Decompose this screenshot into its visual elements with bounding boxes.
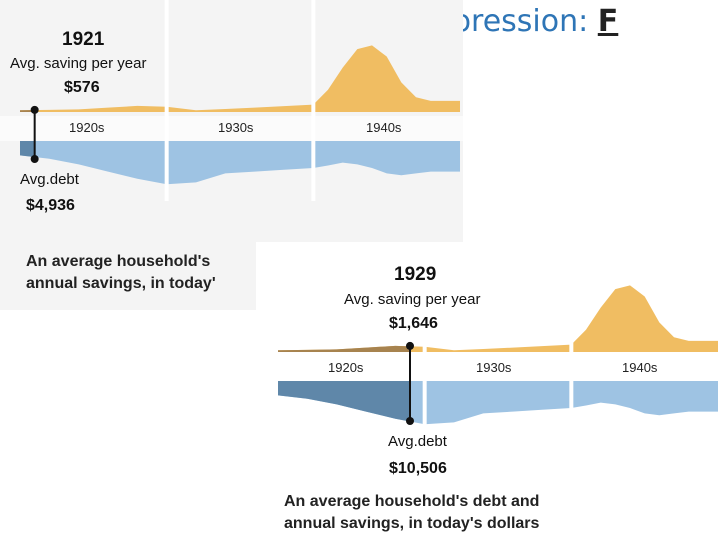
savings-area [20,45,460,112]
caption-line-1: An average household's debt and [284,493,540,510]
highlight-debt-point [30,155,39,163]
saving-value: $1,646 [389,315,438,332]
caption-line-1: An average household's [26,253,211,270]
debt-area-past [278,381,410,422]
chart-panel-1929: 1929 Avg. saving per year $1,646 1920s 1… [256,242,720,540]
decade-label-1920s: 1920s [69,120,105,135]
decade-label-1920s: 1920s [328,360,364,375]
debt-area-past [20,141,35,158]
slide-title-emphasis: F [597,4,619,39]
caption-line-2: annual savings, in today' [26,275,216,292]
saving-value: $576 [64,79,100,96]
debt-value: $10,506 [389,460,447,477]
savings-area-past [278,345,410,352]
debt-label: Avg.debt [20,171,79,188]
slide-title: pression: F [452,4,618,39]
decade-divider-1940 [569,242,574,441]
saving-label: Avg. saving per year [10,55,147,72]
decade-divider-1940 [311,0,316,201]
highlight-debt-point [406,417,414,425]
decade-label-1940s: 1940s [622,360,658,375]
caption-line-2: annual savings, in today's dollars [284,515,540,532]
chart-svg [0,0,463,201]
decade-label-1930s: 1930s [476,360,512,375]
decade-band [258,356,720,381]
savings-area [278,285,718,352]
chart-svg [258,242,720,441]
chart-panel-1921: 1921 Avg. saving per year $576 1920s 193… [0,0,463,310]
saving-label: Avg. saving per year [344,291,481,308]
decade-band [0,116,463,141]
debt-label: Avg.debt [388,433,447,450]
year-label: 1929 [394,264,437,285]
debt-area [20,141,460,185]
highlight-saving-point [30,105,39,114]
slide-title-text: pression: [452,4,598,39]
year-label: 1921 [62,29,105,50]
highlight-saving-point [406,341,414,350]
decade-divider-1930 [422,242,427,441]
decade-divider-1930 [164,0,169,201]
debt-value: $4,936 [26,197,75,214]
decade-label-1940s: 1940s [366,120,402,135]
decade-label-1930s: 1930s [218,120,254,135]
